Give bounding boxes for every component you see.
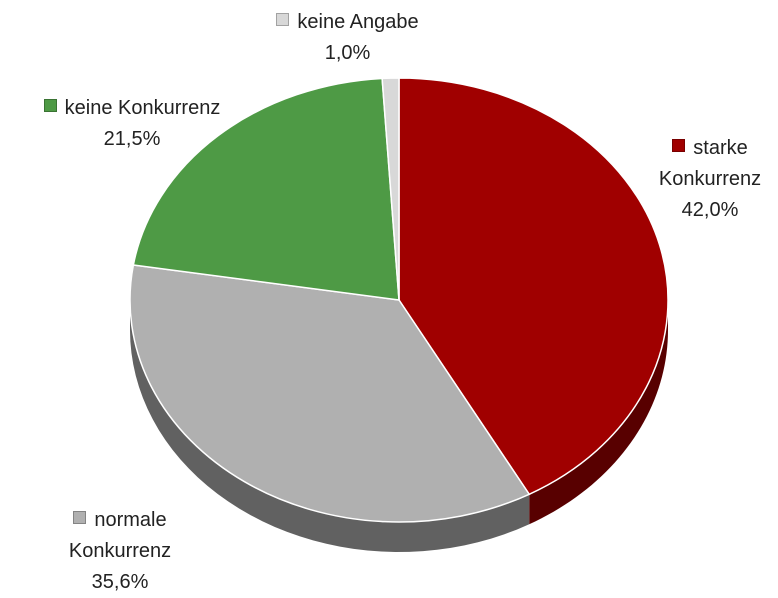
data-label: keine Angabe 1,0%: [250, 7, 445, 69]
value-label: 35,6%: [91, 571, 149, 593]
slice-side: [130, 300, 530, 552]
legend-marker: [73, 511, 87, 524]
value-label: 1,0%: [324, 42, 371, 64]
legend-marker: [672, 139, 686, 152]
value-label: 42,0%: [681, 199, 739, 221]
legend-marker: [43, 99, 57, 112]
data-label: keine Konkurrenz 21,5%: [12, 93, 252, 155]
category-label: keine Angabe: [297, 11, 419, 33]
slice: [398, 77, 669, 496]
data-label: normale Konkurrenz 35,6%: [45, 505, 195, 598]
slice: [381, 77, 400, 301]
legend-marker: [276, 13, 290, 26]
category-label: normale Konkurrenz: [68, 509, 172, 562]
data-label: starke Konkurrenz 42,0%: [635, 133, 778, 226]
slice: [129, 264, 531, 523]
slice: [132, 77, 400, 301]
slice-side: [529, 300, 668, 525]
category-label: starke Konkurrenz: [658, 137, 762, 190]
value-label: 21,5%: [103, 128, 161, 150]
category-label: keine Konkurrenz: [64, 97, 221, 119]
